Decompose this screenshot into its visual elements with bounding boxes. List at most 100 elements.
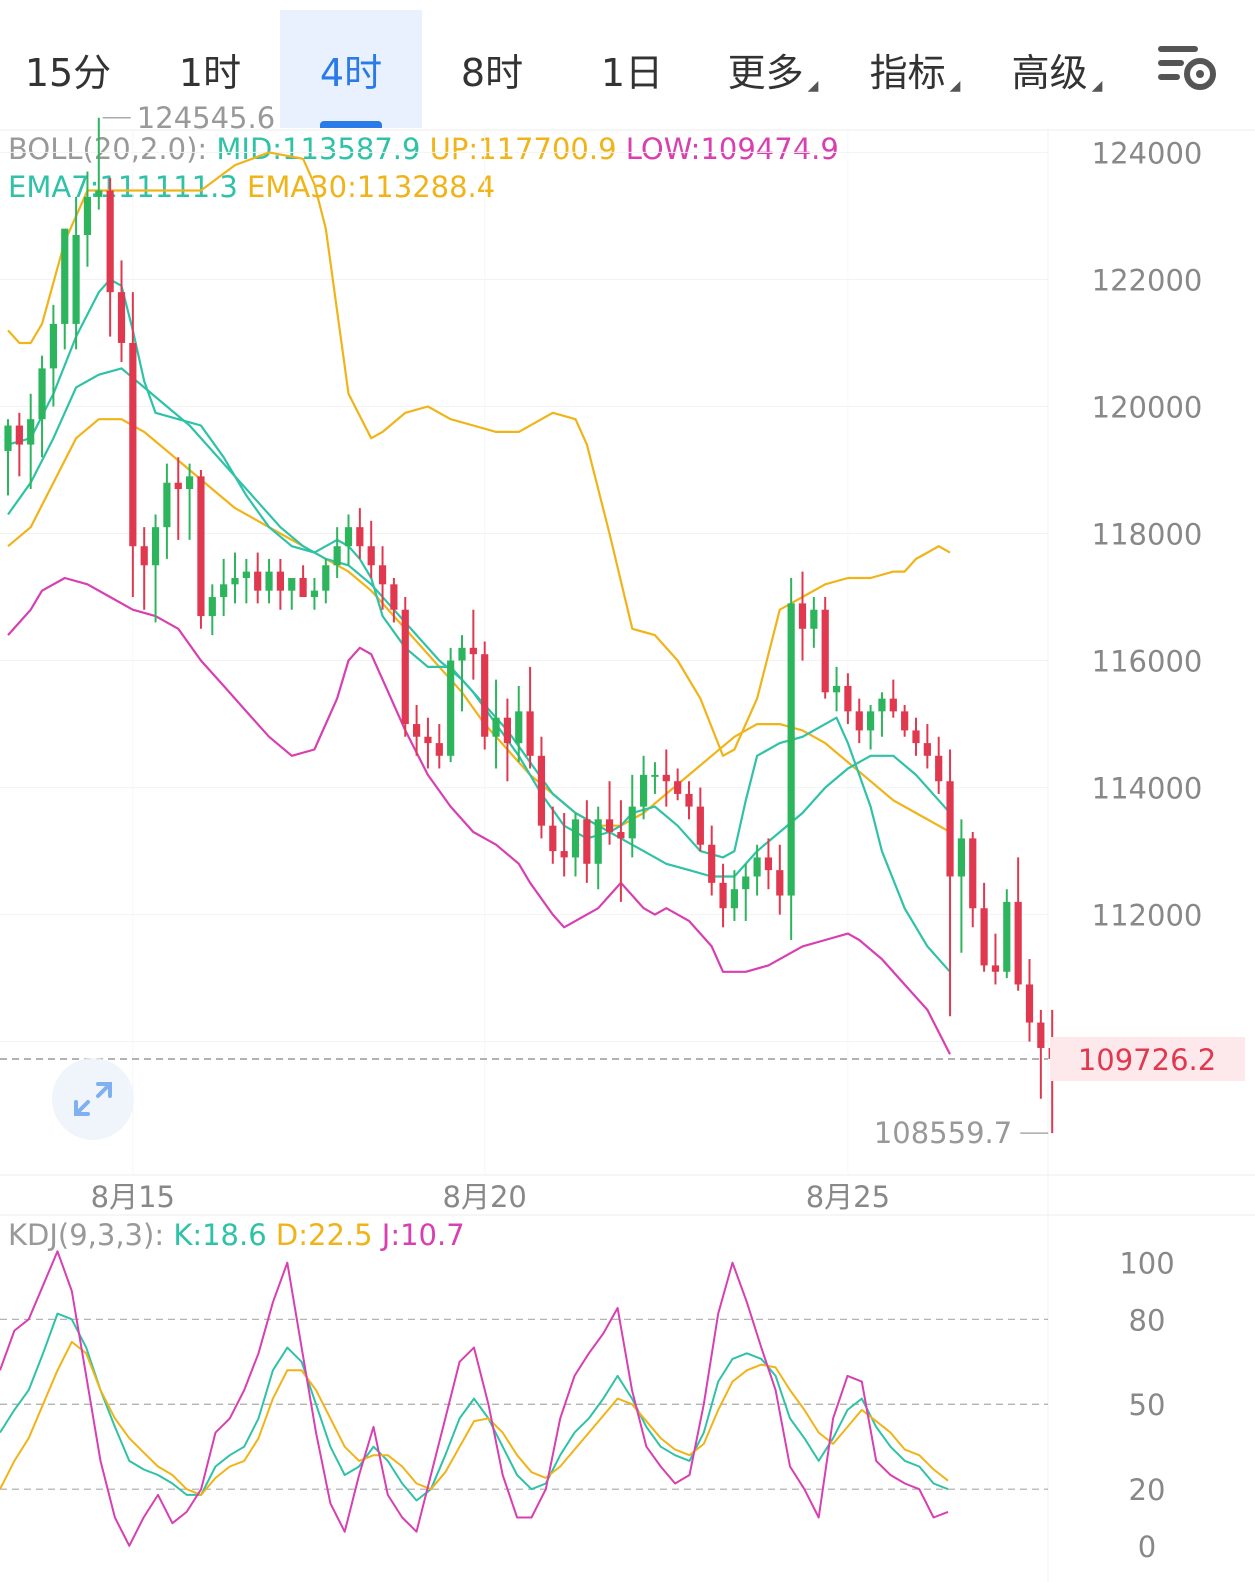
candle-body [106,190,114,293]
candle-body [764,857,773,871]
candle-body [662,774,670,782]
candle-body [231,577,239,585]
candle-body [549,825,557,852]
candle-body [526,711,534,756]
candle-body [447,660,455,756]
time-axis-label: 8月25 [806,1180,890,1214]
price-axis-label: 124000 [1092,136,1203,170]
candle-body [980,908,988,966]
candle-body [798,603,807,629]
active-tab-indicator [320,121,382,128]
candle-body [401,609,409,725]
ema30-value: EMA30:113288.4 [247,170,496,204]
candle-body [923,743,931,756]
low-price-label: 108559.7 [874,1116,1012,1150]
candle-body [1037,1022,1045,1048]
candle-body [867,711,875,731]
tab-1[interactable]: 1时 [140,10,280,128]
candle-body [605,819,614,833]
kdj-k: K:18.6 [173,1218,267,1252]
kdj-j-line [0,1250,949,1547]
boll-legend: BOLL(20,2.0): MID:113587.9 UP:117700.9 L… [8,132,839,166]
tab-label: 更多 [727,50,804,95]
boll-lower-line [7,576,951,1055]
price-axis-label: 118000 [1092,518,1203,552]
tab-2[interactable]: 4时 [280,10,422,128]
candle-body [72,235,80,324]
time-axis-label: 8月20 [443,1180,527,1214]
kdj-legend: KDJ(9,3,3): K:18.6 D:22.5 J:10.7 [8,1218,465,1252]
candle-body [265,571,273,591]
candle-body [719,882,727,909]
candle-body [696,806,704,845]
tab-label: 1时 [178,50,242,95]
candle-body [174,482,182,490]
kdj-j: J:10.7 [381,1218,465,1252]
boll-mid-line [7,367,951,878]
candle-body [832,685,841,693]
tab-3[interactable]: 8时 [422,10,562,128]
candle-body [935,755,943,782]
candle-body [810,609,818,629]
candle-body [413,724,421,737]
candle-body [344,527,353,547]
candle-body [753,857,761,877]
candle-body [742,876,750,890]
expand-chart-button[interactable] [52,1058,134,1140]
candle-body [310,590,319,598]
candle-body [878,698,886,712]
kdj-d: D:22.5 [275,1218,373,1252]
price-axis-label: 122000 [1092,263,1203,297]
boll-low: LOW:109474.9 [625,132,839,166]
tab-5[interactable]: 更多 ◢ [702,10,844,128]
tab-label: 高级 [1011,50,1088,95]
candle-body [844,685,852,712]
kdj-axis-label: 80 [1129,1303,1166,1337]
candle-body [730,889,738,909]
candle-body [27,419,35,445]
candle-body [151,527,160,566]
ema7-line [7,278,951,973]
expand-icon [74,1082,112,1116]
candle-body [787,603,795,896]
price-axis-label: 116000 [1092,645,1203,679]
candle-body [1003,901,1011,972]
tab-label: 1日 [600,50,664,95]
candle-body [322,565,330,591]
boll-up: UP:117700.9 [429,132,617,166]
chart-settings-icon[interactable] [1152,40,1220,100]
candle-body [651,774,659,777]
tab-7[interactable]: 高级 ◢ [986,10,1128,128]
candle-body [299,577,307,598]
kdj-axis-label: 50 [1129,1388,1166,1422]
candle-body [685,793,693,807]
candle-body [628,806,636,839]
candle-body [583,819,591,864]
tab-6[interactable]: 指标 ◢ [844,10,986,128]
candle-body [1025,984,1034,1023]
tab-4[interactable]: 1日 [562,10,702,128]
candle-body [186,476,194,490]
tab-0[interactable]: 15分 [0,10,136,128]
boll-mid: MID:113587.9 [216,132,421,166]
candle-body [708,844,716,883]
candle-body [288,577,296,591]
candle-body [424,736,432,744]
ema7-value: EMA7:111111.3 [8,170,238,204]
candle-body [969,838,977,909]
candle-body [276,571,284,591]
tab-label: 15分 [24,50,112,95]
candle-body [378,565,387,585]
candle-body [15,425,23,445]
candle-body [208,597,216,617]
candle-body [571,819,580,858]
candle-body [38,368,46,420]
candle-body [640,774,648,807]
candle-body [356,527,364,547]
candle-body [946,781,954,877]
candle-body [503,717,511,744]
candle-body [163,482,171,528]
candle-body [481,654,489,737]
kdj-d-line [0,1340,949,1496]
